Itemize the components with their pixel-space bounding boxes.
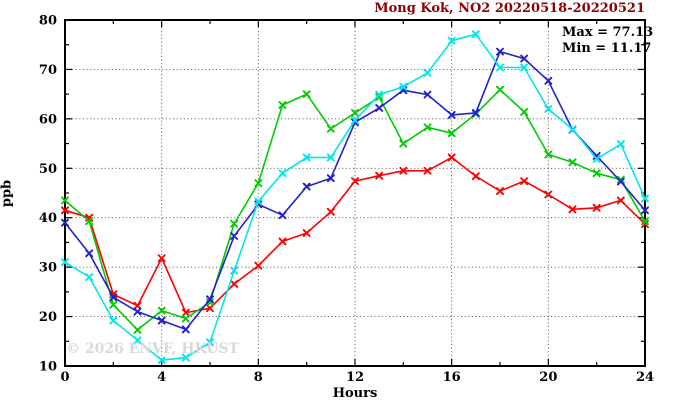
y-tick-label: 50 (39, 162, 57, 177)
plot-frame (64, 19, 646, 367)
y-tick-label: 70 (39, 63, 57, 78)
x-tick-label: 16 (443, 370, 461, 385)
series-line-day-blue (64, 50, 646, 331)
series-markers-day-blue (61, 47, 649, 334)
y-tick-label: 40 (39, 211, 57, 226)
x-tick-label: 8 (254, 370, 263, 385)
legend-max-value: Max = 77.13 (562, 25, 654, 40)
y-tick-label: 80 (39, 14, 57, 29)
legend-min-value: Min = 11.17 (562, 41, 652, 56)
series-markers-day-green (61, 85, 649, 334)
y-tick-label: 20 (39, 310, 57, 325)
series-markers-day-cyan (61, 30, 649, 365)
x-axis-label: Hours (332, 386, 378, 401)
y-tick-label: 60 (39, 112, 57, 127)
y-axis-label: ppb (0, 179, 15, 208)
series-markers-day-red (61, 153, 649, 317)
max-min-legend: Max = 77.13 Min = 11.17 (562, 25, 653, 57)
watermark-text: © 2026 ENVF, HKUST (66, 341, 239, 357)
x-tick-label: 24 (636, 370, 654, 385)
x-tick-label: 0 (60, 370, 69, 385)
x-tick-label: 20 (539, 370, 557, 385)
y-tick-label: 10 (39, 360, 57, 375)
x-tick-label: 4 (157, 370, 166, 385)
x-tick-label: 12 (346, 370, 364, 385)
y-tick-label: 30 (39, 261, 57, 276)
chart-title: Mong Kok, NO2 20220518-20220521 (374, 1, 645, 16)
